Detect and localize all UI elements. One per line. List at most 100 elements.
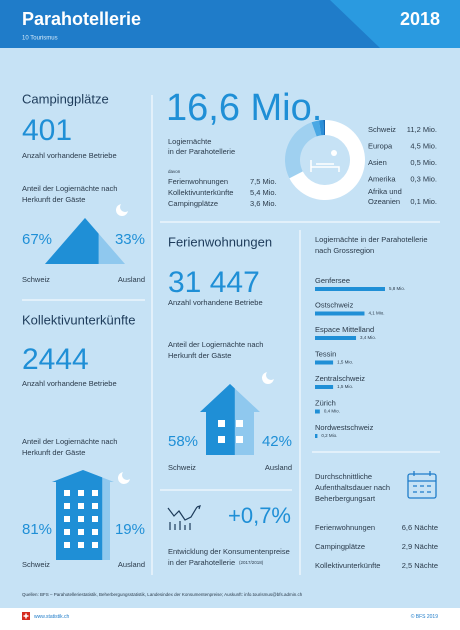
region-bar [315, 287, 385, 291]
region-name: Espace Mittelland [315, 325, 374, 334]
swiss-part [200, 384, 235, 455]
count-label: Anzahl vorhandene Betriebe [22, 151, 117, 160]
origin-name: Amerika [368, 174, 396, 183]
title: Parahotellerie [22, 9, 141, 29]
section-title: Campingplätze [22, 91, 109, 106]
region-value: 4,1 Mio. [368, 311, 384, 316]
swiss-label: Schweiz [22, 560, 50, 569]
window [64, 503, 70, 509]
region-name: Genfersee [315, 276, 350, 285]
section-title: Kollektivunterkünfte [22, 312, 135, 327]
swiss-cross [23, 613, 29, 619]
breakdown-name: Kollektivunterkünfte [168, 188, 233, 197]
window [92, 542, 98, 548]
region-name: Zentralschweiz [315, 374, 365, 383]
origin-name: Afrika und Ozeanien [368, 187, 402, 206]
window [78, 529, 84, 535]
duration-title: Beherbergungsart [315, 494, 376, 503]
duration-value: 6,6 Nächte [402, 523, 438, 532]
share-label: Anteil der Logiernächte nach [22, 184, 117, 193]
window [78, 490, 84, 496]
share-label: Anteil der Logiernächte nach [168, 340, 263, 349]
price-icon [167, 505, 201, 530]
donut-chart [285, 120, 366, 200]
origin-value: 0,5 Mio. [410, 158, 437, 167]
swiss-part [45, 218, 99, 264]
region-name: Zürich [315, 398, 336, 407]
breakdown-value: 7,5 Mio. [250, 177, 277, 186]
duration-name: Kollektivunterkünfte [315, 561, 380, 570]
region-bar [315, 311, 365, 316]
donut-segment [318, 120, 325, 136]
swiss-label: Schweiz [22, 275, 50, 284]
moon-icon [116, 202, 130, 216]
share-label: Herkunft der Gäste [168, 351, 231, 360]
breakdown-name: Ferienwohnungen [168, 177, 228, 186]
duration-name: Ferienwohnungen [315, 523, 375, 532]
region-name: Tessin [315, 349, 336, 358]
count: 31 447 [168, 266, 260, 299]
donut-segment [285, 122, 317, 179]
window [92, 503, 98, 509]
duration-title: Durchschnittliche [315, 472, 372, 481]
window [78, 503, 84, 509]
origin-value: 11,2 Mio. [407, 125, 437, 134]
window [236, 420, 243, 427]
foreign-label: Ausland [118, 275, 145, 284]
region-value: 0,4 Mio. [324, 409, 340, 414]
window [218, 420, 225, 427]
region-bar [315, 336, 357, 340]
region-value: 1,5 Mio. [337, 384, 353, 389]
count: 401 [22, 114, 72, 147]
region-value: 0,2 Mio. [321, 433, 337, 438]
region-bar [315, 385, 334, 389]
source: Quellen: BFS – Parahotelleriestatistik, … [22, 592, 303, 597]
foreign-share: 19% [115, 521, 145, 538]
origin-value: 0,3 Mio. [410, 174, 437, 183]
region-value: 1,5 Mio. [337, 360, 353, 365]
count-label: Anzahl vorhandene Betriebe [168, 298, 263, 307]
region-name: Nordwestschweiz [315, 423, 374, 432]
foreign-label: Ausland [118, 560, 145, 569]
foreign-share: 42% [262, 433, 292, 450]
duration-name: Campingplätze [315, 542, 365, 551]
region-title: Logiernächte in der Parahotellerie [315, 235, 428, 244]
calendar-icon [407, 471, 437, 499]
share-label: Anteil der Logiernächte nach [22, 437, 117, 446]
duration-title: Aufenthaltsdauer nach [315, 483, 390, 492]
region-name: Ostschweiz [315, 300, 354, 309]
total-label: Logiernächte [168, 137, 211, 146]
total-label: in der Parahotellerie [168, 147, 235, 156]
region-bar [315, 434, 318, 438]
window [78, 542, 84, 548]
region-bar [315, 360, 334, 365]
window [64, 529, 70, 535]
duration-value: 2,5 Nächte [402, 561, 438, 570]
region-title: nach Grossregion [315, 246, 374, 255]
window [92, 490, 98, 496]
tent-icon [45, 218, 125, 264]
breakdown-name: Campingplätze [168, 199, 218, 208]
price-label: Entwicklung der Konsumentenpreise [168, 547, 290, 556]
origin-name: Schweiz [368, 125, 396, 134]
footer-band [0, 608, 460, 625]
subtitle: 10 Tourismus [22, 36, 58, 42]
price-label: in der Parahotellerie [168, 558, 235, 567]
breakdown-value: 5,4 Mio. [250, 188, 277, 197]
copyright: © BFS 2019 [411, 613, 439, 620]
window [92, 529, 98, 535]
foreign-label: Ausland [265, 463, 292, 472]
window [64, 490, 70, 496]
price-period: (2017/2018) [239, 560, 264, 565]
header-accent [330, 0, 460, 48]
section-title: Ferienwohnungen [168, 234, 272, 249]
window [218, 436, 225, 443]
count: 2444 [22, 343, 89, 376]
share-label: Herkunft der Gäste [22, 195, 85, 204]
origin-value: 0,1 Mio. [410, 197, 437, 206]
bed-icon [310, 150, 340, 172]
swiss-share: 58% [168, 433, 198, 450]
breakdown-value: 3,6 Mio. [250, 199, 277, 208]
donut-segment [311, 120, 322, 137]
